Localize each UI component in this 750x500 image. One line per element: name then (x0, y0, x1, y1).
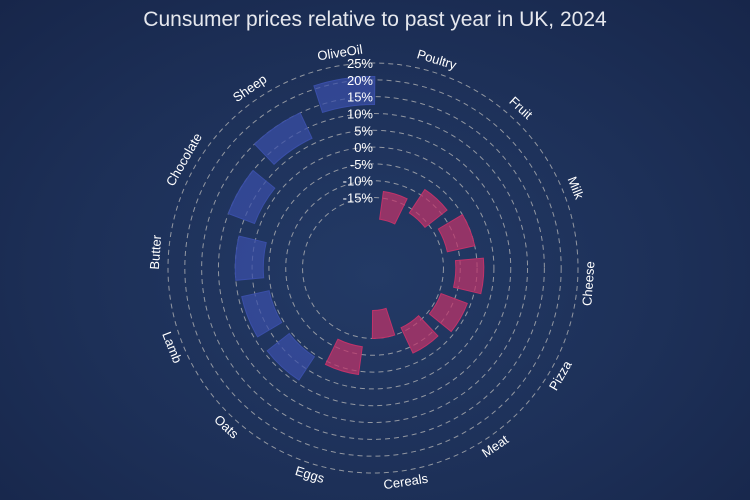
bar-fruit[interactable] (408, 188, 448, 229)
category-label-pizza: Pizza (546, 357, 575, 393)
bar-chocolate[interactable] (227, 169, 276, 225)
category-label-cereals: Cereals (382, 471, 429, 493)
grid-circle (201, 96, 545, 440)
bar-meat[interactable] (400, 315, 439, 354)
radial-tick-label: 15% (347, 90, 373, 105)
bar-layer (227, 75, 485, 381)
category-label-fruit: Fruit (506, 93, 536, 122)
bar-cheese[interactable] (452, 257, 485, 295)
radial-tick-label: 10% (347, 106, 373, 121)
category-label-meat: Meat (479, 432, 512, 461)
bar-butter[interactable] (234, 235, 267, 281)
chart-title: Cunsumer prices relative to past year in… (143, 8, 607, 31)
category-label-lamb: Lamb (159, 330, 185, 366)
radial-tick-label: -15% (343, 191, 374, 206)
bar-oliveoil[interactable] (313, 75, 376, 114)
bar-pizza[interactable] (428, 292, 468, 333)
radial-tick-label: 25% (347, 56, 373, 71)
bar-eggs[interactable] (324, 338, 363, 376)
bar-milk[interactable] (437, 213, 476, 253)
bar-lamb[interactable] (241, 290, 283, 338)
radial-tick-label: 20% (347, 73, 373, 88)
grid-circle (167, 62, 579, 474)
bar-poultry[interactable] (379, 190, 408, 225)
bar-oats[interactable] (266, 332, 316, 381)
grid-circle (268, 163, 478, 373)
category-label-oliveoil: OliveOil (316, 42, 363, 64)
category-label-poultry: Poultry (415, 46, 459, 72)
category-label-butter: Butter (147, 234, 165, 270)
tick-layer: -15% -10% -5% 0% 5% 10%15% 20% 25% (343, 56, 374, 206)
bar-cereals[interactable] (371, 307, 396, 339)
category-label-oats: Oats (211, 412, 242, 442)
radial-tick-label: 5% (354, 123, 373, 138)
category-label-cheese: Cheese (579, 261, 597, 307)
radial-tick-label: -10% (343, 174, 374, 189)
category-label-sheep: Sheep (230, 71, 269, 105)
radial-tick-label: 0% (354, 140, 373, 155)
radial-tick-label: -5% (350, 157, 374, 172)
grid-layer (167, 62, 579, 474)
bar-sheep[interactable] (253, 112, 313, 166)
grid-circle (217, 112, 529, 424)
category-label-milk: Milk (565, 174, 588, 201)
